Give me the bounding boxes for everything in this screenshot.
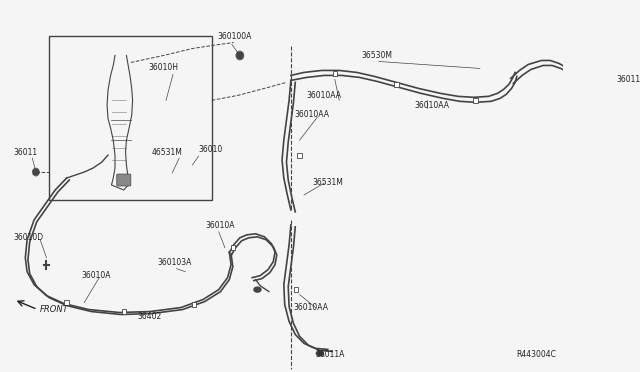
Text: 36011A: 36011A: [616, 76, 640, 84]
Bar: [394, 82, 399, 87]
Text: 36010AA: 36010AA: [307, 92, 342, 100]
Text: R443004C: R443004C: [516, 350, 556, 359]
Ellipse shape: [316, 351, 323, 356]
Text: 36010A: 36010A: [81, 271, 111, 280]
Bar: [230, 245, 235, 250]
Text: 36011: 36011: [13, 148, 37, 157]
Ellipse shape: [254, 287, 261, 292]
FancyBboxPatch shape: [116, 174, 131, 186]
Text: 46531M: 46531M: [152, 148, 183, 157]
Text: 36010H: 36010H: [148, 64, 179, 73]
Text: 36402: 36402: [137, 312, 161, 321]
Bar: [298, 153, 302, 158]
Bar: [294, 287, 298, 292]
Text: 36010D: 36010D: [13, 233, 43, 242]
Text: 36010AA: 36010AA: [294, 110, 330, 119]
Text: 360103A: 360103A: [157, 258, 191, 267]
Text: 36010A: 36010A: [205, 221, 235, 230]
Circle shape: [33, 169, 38, 175]
Circle shape: [237, 52, 243, 59]
Bar: [49, 36, 212, 200]
Bar: [333, 71, 337, 76]
Text: 36531M: 36531M: [313, 178, 344, 187]
Bar: [474, 98, 477, 103]
Text: 36010: 36010: [198, 145, 223, 154]
Text: 36010AA: 36010AA: [294, 302, 328, 311]
Bar: [65, 300, 69, 305]
Text: 36011A: 36011A: [316, 350, 345, 359]
Bar: [192, 302, 196, 307]
Bar: [122, 309, 126, 314]
Text: 36010AA: 36010AA: [414, 101, 449, 110]
Text: 36530M: 36530M: [361, 51, 392, 61]
Text: FRONT: FRONT: [40, 305, 68, 314]
Text: 360100A: 360100A: [218, 32, 252, 41]
